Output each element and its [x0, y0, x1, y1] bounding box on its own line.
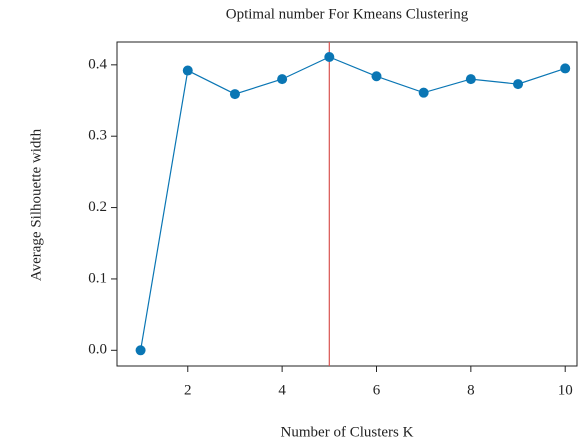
x-tick-label: 4: [278, 382, 286, 398]
point: [465, 74, 476, 85]
y-tick-label: 0.1: [88, 270, 107, 286]
chart-title: Optimal number For Kmeans Clustering: [226, 6, 469, 22]
point: [229, 89, 240, 100]
point: [560, 63, 571, 74]
y-tick-label: 0.3: [88, 128, 107, 144]
x-tick-label: 8: [467, 382, 475, 398]
y-tick-label: 0.2: [88, 199, 107, 215]
point: [513, 79, 524, 90]
x-tick-label: 10: [558, 382, 573, 398]
point: [371, 71, 382, 82]
y-axis-label: Average Silhouette width: [28, 128, 44, 281]
plot-frame: [116, 41, 578, 367]
x-tick-label: 6: [373, 382, 381, 398]
y-tick-label: 0.0: [88, 342, 107, 358]
point: [277, 74, 288, 85]
point: [182, 65, 193, 76]
point: [324, 51, 335, 62]
point: [135, 345, 146, 356]
y-tick-label: 0.4: [88, 56, 107, 72]
line: [139, 56, 566, 351]
x-tick-label: 2: [184, 382, 192, 398]
x-axis-label: Number of Clusters K: [281, 424, 414, 440]
point: [418, 87, 429, 98]
